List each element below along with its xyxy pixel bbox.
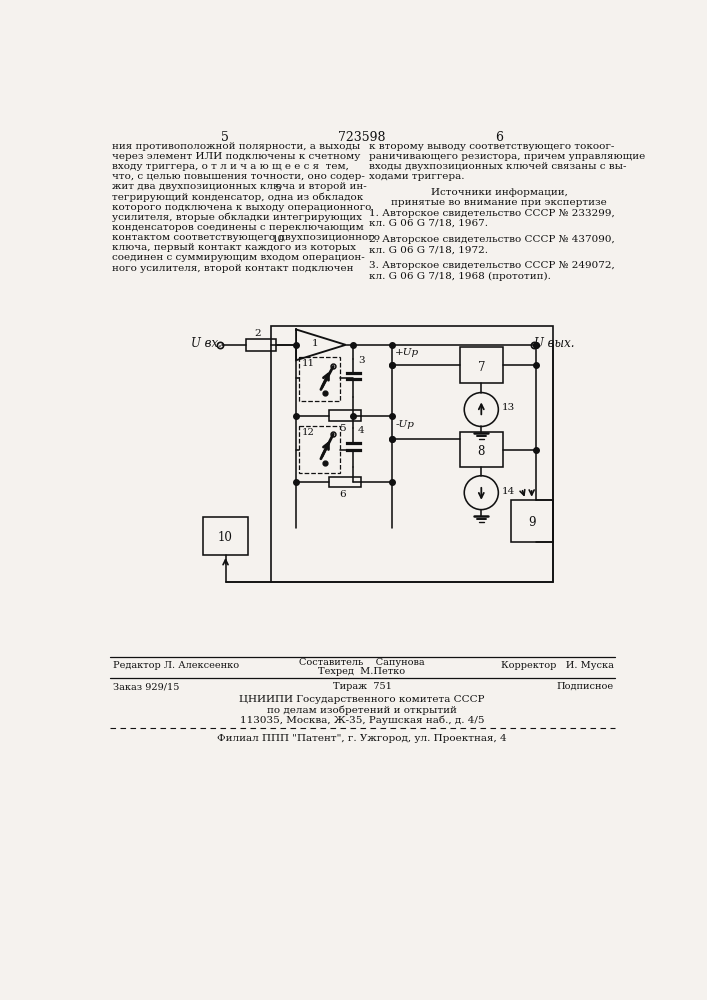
Text: к второму выводу соответствующего токоог-: к второму выводу соответствующего токоог… bbox=[369, 142, 614, 151]
Text: ходами триггера.: ходами триггера. bbox=[369, 172, 464, 181]
Text: 9: 9 bbox=[528, 516, 535, 529]
Text: ного усилителя, второй контакт подключен: ного усилителя, второй контакт подключен bbox=[112, 264, 353, 273]
Text: Заказ 929/15: Заказ 929/15 bbox=[113, 682, 180, 691]
Text: соединен с суммирующим входом операцион-: соединен с суммирующим входом операцион- bbox=[112, 253, 364, 262]
Text: 7: 7 bbox=[477, 361, 485, 374]
Text: 10: 10 bbox=[218, 531, 233, 544]
Text: контактом соответствующего двухпозиционного: контактом соответствующего двухпозиционн… bbox=[112, 233, 380, 242]
Text: конденсаторов соединены с переключающим: конденсаторов соединены с переключающим bbox=[112, 223, 363, 232]
Text: 14: 14 bbox=[502, 487, 515, 496]
Bar bbox=[510, 500, 554, 542]
Text: 2. Авторское свидетельство СССР № 437090,: 2. Авторское свидетельство СССР № 437090… bbox=[369, 235, 614, 244]
Text: 2: 2 bbox=[255, 329, 262, 338]
Text: 4: 4 bbox=[358, 426, 365, 435]
Text: 8: 8 bbox=[478, 445, 485, 458]
Text: что, с целью повышения точности, оно содер-: что, с целью повышения точности, оно сод… bbox=[112, 172, 365, 181]
Bar bbox=[460, 432, 503, 467]
Text: Корректор   И. Муска: Корректор И. Муска bbox=[501, 661, 614, 670]
Text: -Uр: -Uр bbox=[395, 420, 414, 429]
Text: Тираж  751: Тираж 751 bbox=[332, 682, 392, 691]
Text: 6: 6 bbox=[339, 490, 346, 499]
Text: раничивающего резистора, причем управляющие: раничивающего резистора, причем управляю… bbox=[369, 152, 645, 161]
Text: 723598: 723598 bbox=[338, 131, 386, 144]
Text: кл. G 06 G 7/18, 1967.: кл. G 06 G 7/18, 1967. bbox=[369, 219, 488, 228]
Text: 3. Авторское свидетельство СССР № 249072,: 3. Авторское свидетельство СССР № 249072… bbox=[369, 261, 614, 270]
Text: 6: 6 bbox=[495, 131, 503, 144]
Text: принятые во внимание при экспертизе: принятые во внимание при экспертизе bbox=[391, 198, 607, 207]
Text: тегрирующий конденсатор, одна из обкладок: тегрирующий конденсатор, одна из обкладо… bbox=[112, 192, 363, 202]
Text: +Uр: +Uр bbox=[395, 348, 419, 357]
Text: 11: 11 bbox=[301, 359, 315, 368]
Text: 5: 5 bbox=[221, 131, 228, 144]
Text: 10: 10 bbox=[272, 235, 286, 244]
Text: 113035, Москва, Ж-35, Раушская наб., д. 4/5: 113035, Москва, Ж-35, Раушская наб., д. … bbox=[240, 715, 484, 725]
Text: ключа, первый контакт каждого из которых: ключа, первый контакт каждого из которых bbox=[112, 243, 356, 252]
Text: 1: 1 bbox=[311, 339, 318, 348]
Text: ЦНИИПИ Государственного комитета СССР: ЦНИИПИ Государственного комитета СССР bbox=[239, 695, 485, 704]
Text: кл. G 06 G 7/18, 1968 (прототип).: кл. G 06 G 7/18, 1968 (прототип). bbox=[369, 272, 551, 281]
Text: Редактор Л. Алексеенко: Редактор Л. Алексеенко bbox=[113, 661, 239, 670]
Text: Источники информации,: Источники информации, bbox=[431, 188, 568, 197]
Bar bbox=[203, 517, 248, 555]
Bar bbox=[299, 426, 340, 473]
Text: Техред  М.Петко: Техред М.Петко bbox=[318, 667, 406, 676]
Bar bbox=[299, 357, 340, 401]
Text: по делам изобретений и открытий: по делам изобретений и открытий bbox=[267, 705, 457, 715]
Text: ния противоположной полярности, а выходы: ния противоположной полярности, а выходы bbox=[112, 142, 360, 151]
Text: 3: 3 bbox=[358, 356, 365, 365]
Text: Подписное: Подписное bbox=[556, 682, 614, 691]
Text: которого подключена к выходу операционного: которого подключена к выходу операционно… bbox=[112, 203, 371, 212]
Text: U вх.: U вх. bbox=[192, 337, 222, 350]
Text: 5: 5 bbox=[339, 424, 346, 433]
Text: U вых.: U вых. bbox=[534, 337, 575, 350]
Text: 5: 5 bbox=[274, 184, 281, 193]
Text: 12: 12 bbox=[301, 428, 315, 437]
Text: кл. G 06 G 7/18, 1972.: кл. G 06 G 7/18, 1972. bbox=[369, 245, 488, 254]
Text: через элемент ИЛИ подключены к счетному: через элемент ИЛИ подключены к счетному bbox=[112, 152, 360, 161]
Text: Филиал ППП "Патент", г. Ужгород, ул. Проектная, 4: Филиал ППП "Патент", г. Ужгород, ул. Про… bbox=[217, 734, 507, 743]
Bar bbox=[460, 347, 503, 383]
Bar bbox=[329, 410, 361, 421]
Text: входы двухпозиционных ключей связаны с вы-: входы двухпозиционных ключей связаны с в… bbox=[369, 162, 626, 171]
Text: жит два двухпозиционных ключа и второй ин-: жит два двухпозиционных ключа и второй и… bbox=[112, 182, 366, 191]
Text: 13: 13 bbox=[502, 403, 515, 412]
Text: усилителя, вторые обкладки интегрирующих: усилителя, вторые обкладки интегрирующих bbox=[112, 213, 361, 222]
Bar bbox=[329, 477, 361, 487]
Bar bbox=[271, 326, 554, 582]
Bar bbox=[247, 339, 276, 351]
Text: Составитель    Сапунова: Составитель Сапунова bbox=[299, 658, 425, 667]
Text: входу триггера, о т л и ч а ю щ е е с я  тем,: входу триггера, о т л и ч а ю щ е е с я … bbox=[112, 162, 349, 171]
Text: 1. Авторское свидетельство СССР № 233299,: 1. Авторское свидетельство СССР № 233299… bbox=[369, 209, 614, 218]
